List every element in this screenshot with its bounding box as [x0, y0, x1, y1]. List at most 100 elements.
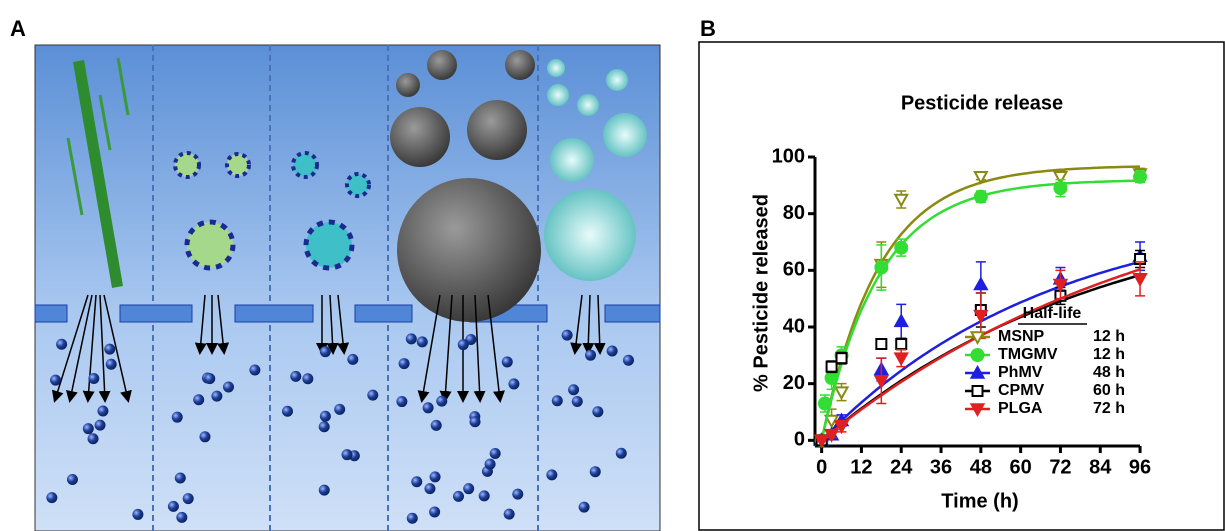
legend-label: CPMV: [998, 382, 1045, 399]
molecule: [407, 513, 418, 524]
legend-label: PLGA: [998, 400, 1043, 417]
molecule: [106, 359, 117, 370]
molecule: [546, 469, 557, 480]
molecule: [490, 448, 501, 459]
x-axis-label: Time (h): [941, 490, 1018, 512]
molecule: [168, 501, 179, 512]
molecule: [347, 354, 358, 365]
y-tick-label: 60: [783, 259, 805, 281]
data-point: [836, 387, 848, 398]
molecule: [290, 371, 301, 382]
molecule: [579, 502, 590, 513]
data-point: [876, 339, 886, 349]
data-point: [895, 242, 907, 254]
y-tick-label: 40: [783, 315, 805, 337]
x-tick-label: 72: [1049, 456, 1071, 478]
y-tick-label: 80: [783, 202, 805, 224]
molecule: [183, 493, 194, 504]
molecule: [623, 355, 634, 366]
molecule: [211, 391, 222, 402]
molecule: [431, 420, 442, 431]
molecule: [46, 492, 57, 503]
legend-half-life: 72 h: [1093, 400, 1125, 417]
molecule: [458, 339, 469, 350]
data-point: [826, 372, 838, 384]
molecule: [302, 373, 313, 384]
molecule: [399, 358, 410, 369]
molecule: [199, 431, 210, 442]
legend-title: Half-life: [1023, 305, 1082, 322]
molecule: [424, 483, 435, 494]
molecule: [504, 509, 515, 520]
molecule: [56, 339, 67, 350]
molecule: [50, 375, 61, 386]
data-point: [837, 353, 847, 363]
molecule: [223, 381, 234, 392]
molecule: [572, 396, 583, 407]
molecule: [436, 396, 447, 407]
y-axis-label: % Pesticide released: [750, 194, 772, 392]
x-tick-label: 84: [1089, 456, 1112, 478]
molecule: [411, 476, 422, 487]
molecule: [406, 333, 417, 344]
legend-label: MSNP: [998, 328, 1045, 345]
legend-marker: [972, 349, 984, 361]
molecule: [470, 416, 481, 427]
x-tick-label: 12: [850, 456, 872, 478]
molecule: [88, 373, 99, 384]
data-point: [895, 315, 907, 326]
molecule: [132, 509, 143, 520]
molecule: [463, 483, 474, 494]
panel-label: B: [700, 16, 716, 41]
y-tick-label: 0: [794, 429, 805, 451]
molecule: [95, 420, 106, 431]
legend-half-life: 12 h: [1093, 328, 1125, 345]
molecule: [568, 384, 579, 395]
data-point: [1134, 171, 1146, 183]
data-point: [975, 279, 987, 290]
x-tick-label: 60: [1010, 456, 1032, 478]
legend-label: TMGMV: [998, 346, 1058, 363]
molecule: [616, 448, 627, 459]
molecule: [319, 485, 330, 496]
molecule: [512, 489, 523, 500]
molecule: [485, 459, 496, 470]
molecule: [320, 411, 331, 422]
panel-label: A: [10, 16, 26, 41]
figure: A B: [0, 0, 1225, 531]
molecule: [552, 395, 563, 406]
molecule: [104, 344, 115, 355]
y-tick-label: 20: [783, 372, 805, 394]
data-point: [896, 339, 906, 349]
legend-label: PhMV: [998, 364, 1043, 381]
legend-half-life: 60 h: [1093, 382, 1125, 399]
molecule: [97, 406, 108, 417]
data-point: [975, 191, 987, 203]
data-point: [819, 398, 831, 410]
legend-marker: [973, 386, 983, 396]
molecule: [590, 466, 601, 477]
legend-half-life: 48 h: [1093, 364, 1125, 381]
molecule: [319, 421, 330, 432]
molecule: [423, 402, 434, 413]
molecule: [334, 404, 345, 415]
molecule: [204, 373, 215, 384]
data-point: [875, 262, 887, 274]
molecule: [176, 512, 187, 523]
molecule: [249, 364, 260, 375]
molecule: [562, 330, 573, 341]
data-point: [895, 195, 907, 206]
molecule: [367, 390, 378, 401]
data-point: [1054, 182, 1066, 194]
x-tick-label: 96: [1129, 456, 1151, 478]
data-point: [895, 353, 907, 364]
data-point: [827, 362, 837, 372]
x-tick-label: 24: [890, 456, 913, 478]
molecule: [320, 346, 331, 357]
x-tick-label: 0: [816, 456, 827, 478]
molecule: [430, 471, 441, 482]
molecule: [83, 423, 94, 434]
molecule: [342, 449, 353, 460]
legend-half-life: 12 h: [1093, 346, 1125, 363]
molecule: [417, 336, 428, 347]
